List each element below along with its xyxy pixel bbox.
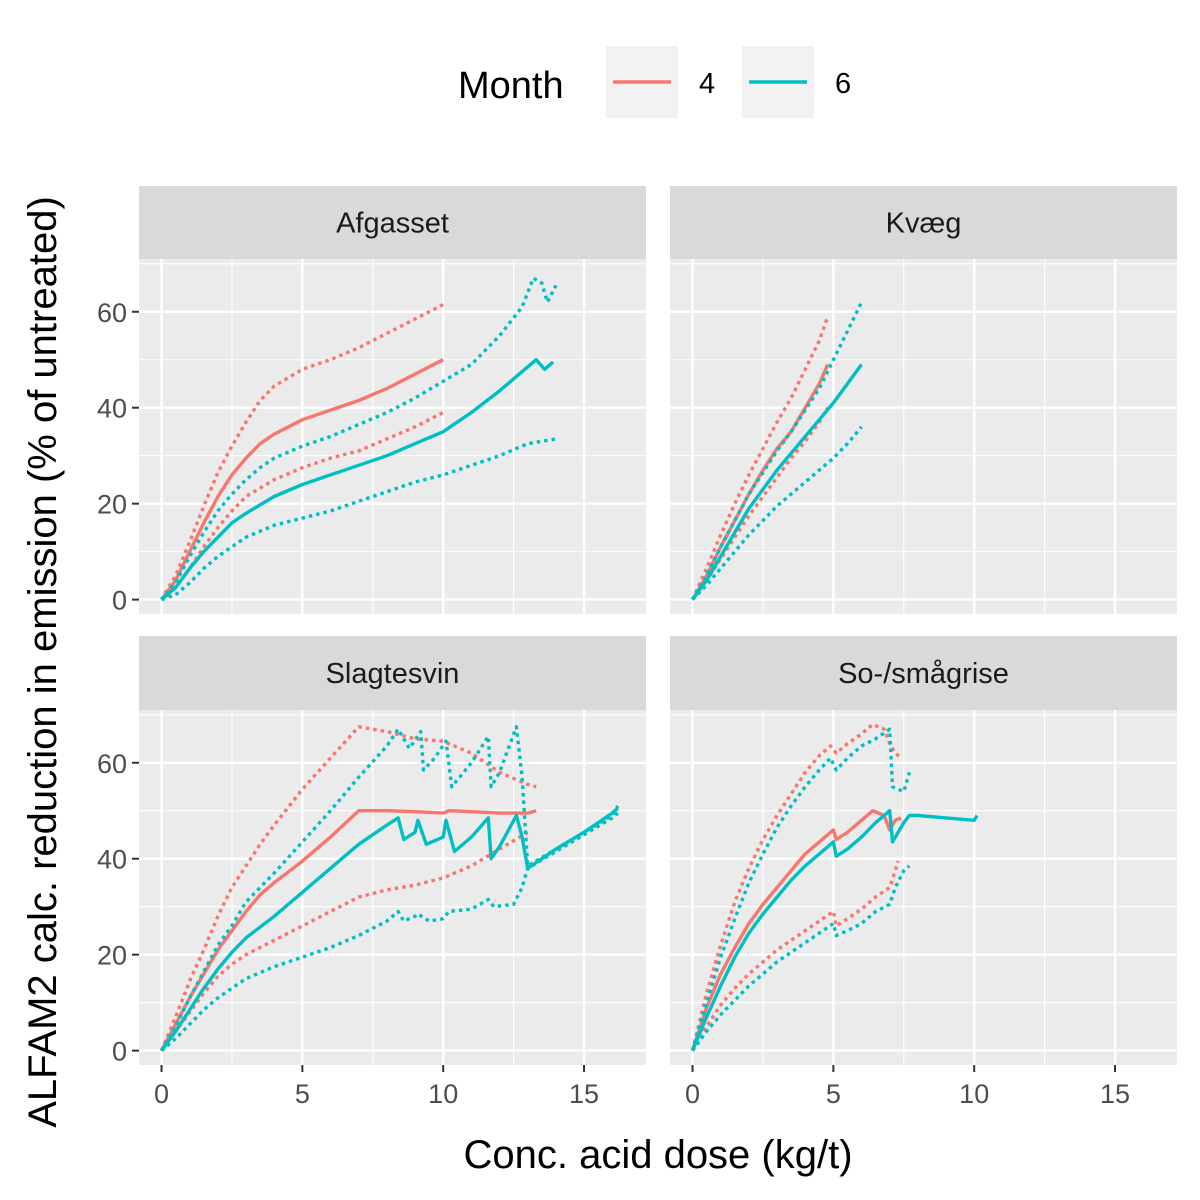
series-month-6-lower [691,864,911,1052]
panel-afgasset: Afgasset [139,186,646,614]
strip-label: Kvæg [886,208,962,240]
y-axis-title: ALFAM2 calc. reduction in emission (% of… [21,196,65,1128]
legend-title: Month [458,65,564,107]
legend-label: 4 [699,68,715,100]
series-month-6-central [160,807,619,1052]
panel-background [670,259,1177,614]
x-tick-label: 15 [1100,1079,1130,1109]
series-month-4-central [160,358,444,601]
series-month-6-lower [160,811,619,1052]
strip-background [670,636,1177,710]
panel-background [670,710,1177,1065]
series-month-4-upper [690,316,830,601]
series-month-4-upper [690,722,903,1052]
x-tick-label: 5 [826,1079,841,1109]
x-tick-label: 15 [569,1079,599,1109]
y-tick-label: 60 [97,298,127,328]
facet-panels: Afgasset Kvæg Slagtesvin So-/smågrise [139,186,1177,1065]
series-month-6-lower [160,437,557,602]
strip-background [139,636,646,710]
series-month-4-upper [160,303,444,601]
series-month-6-central [691,363,863,601]
panel-so-smågrise: So-/smågrise [670,636,1177,1065]
x-tick-label: 0 [154,1079,169,1109]
strip-label: Afgasset [336,208,449,240]
x-tick-label: 0 [685,1079,700,1109]
series-month-6-upper [160,276,558,601]
y-tick-label: 0 [112,586,127,616]
x-tick-label: 10 [428,1079,458,1109]
y-tick-label: 20 [97,941,127,971]
strip-background [139,186,646,259]
y-tick-label: 40 [97,394,127,424]
x-tick-label: 5 [295,1079,310,1109]
series-month-6-upper [690,727,912,1052]
panel-background [139,710,646,1065]
legend-entry-4: 4 [606,46,715,118]
y-tick-label: 20 [97,490,127,520]
axes: 0 20 40 60 0 5 10 15 0 20 40 60 0 5 10 15 Conc. acid dos… [21,196,1130,1177]
series-month-6-upper [691,301,864,601]
x-axis-title: Conc. acid dose (kg/t) [463,1133,852,1177]
legend-label: 6 [835,68,851,100]
series-month-4-central [691,363,830,601]
series-month-6-central [690,809,979,1052]
strip-label: So-/smågrise [838,658,1009,690]
strip-label: Slagtesvin [326,658,460,690]
y-tick-label: 0 [112,1037,127,1067]
strip-background [670,186,1177,259]
x-tick-label: 10 [959,1079,989,1109]
panel-slagtesvin: Slagtesvin [139,636,646,1065]
panel-kvæg: Kvæg [670,186,1177,614]
y-tick-label: 60 [97,749,127,779]
y-tick-label: 40 [97,845,127,875]
legend-entry-6: 6 [742,46,851,118]
series-month-6-central [160,358,555,601]
legend: Month 4 6 [458,46,851,118]
series-month-4-lower [691,860,900,1052]
